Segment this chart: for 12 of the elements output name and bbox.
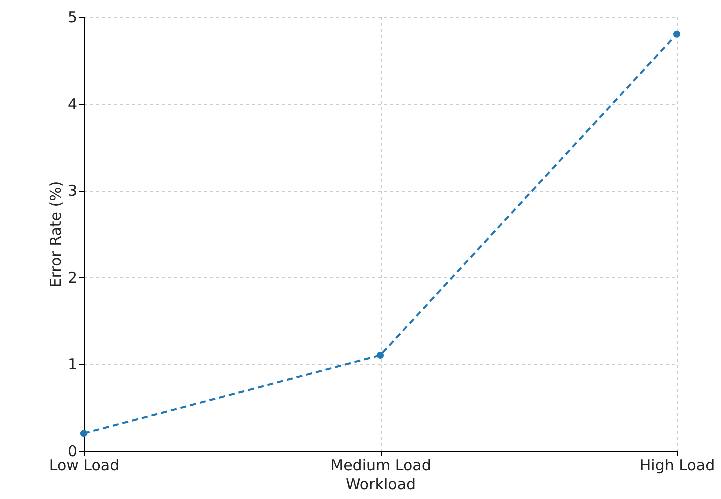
y-tick-label: 4 [68, 95, 78, 114]
point [376, 352, 384, 360]
point [80, 430, 88, 438]
x-axis-title: Workload [346, 476, 416, 494]
y-tick-label: 3 [68, 182, 78, 200]
point [673, 30, 681, 38]
y-tick-label: 2 [68, 268, 78, 287]
x-tick-label: High Load [640, 456, 716, 474]
y-axis-title: Error Rate (%) [46, 181, 65, 288]
y-tick-label: 1 [68, 356, 78, 374]
x-tick-label: Medium Load [330, 456, 432, 474]
y-tick-label: 5 [68, 8, 78, 26]
